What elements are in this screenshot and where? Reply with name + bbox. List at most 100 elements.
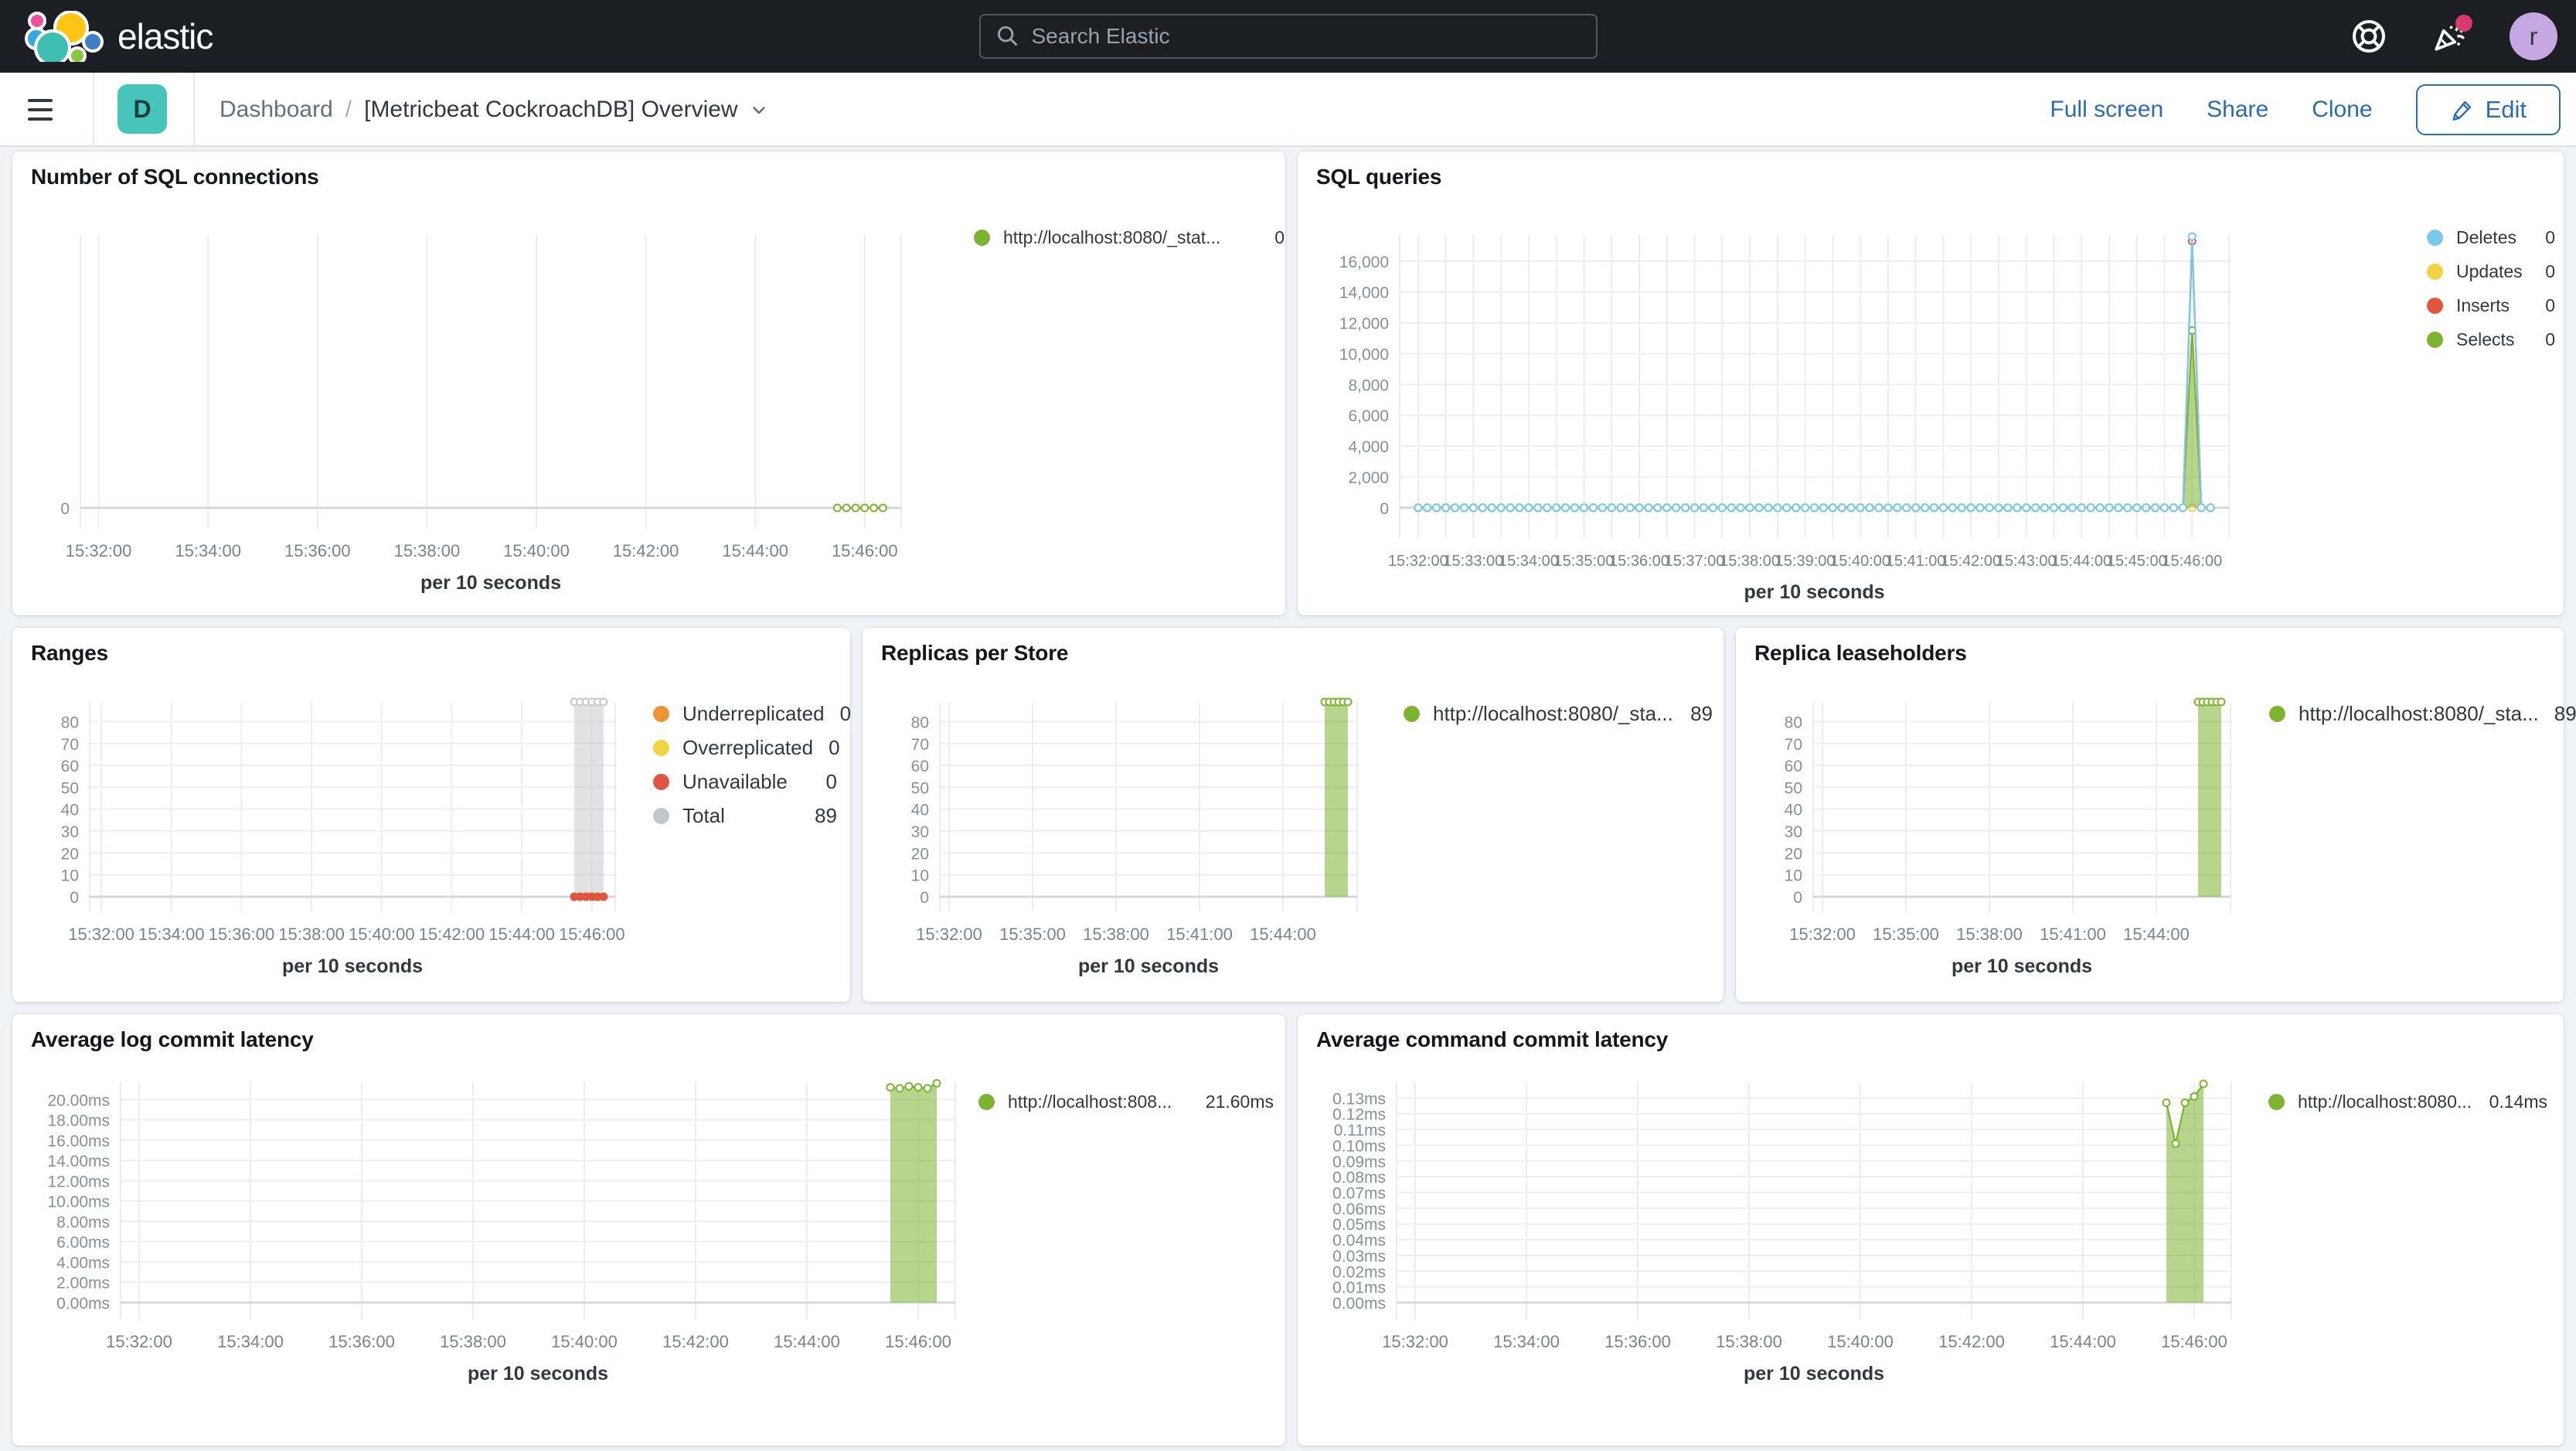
- svg-text:15:35:00: 15:35:00: [999, 925, 1066, 944]
- legend-item[interactable]: Underreplicated 0: [653, 701, 851, 725]
- svg-text:0.07ms: 0.07ms: [1332, 1185, 1386, 1203]
- svg-text:per 10 seconds: per 10 seconds: [420, 572, 561, 594]
- panel-title: SQL queries: [1316, 165, 1442, 189]
- legend-item[interactable]: http://localhost:8080/_sta... 89: [2269, 701, 2576, 725]
- svg-text:8.00ms: 8.00ms: [56, 1214, 110, 1231]
- legend-item[interactable]: http://localhost:8080... 0.14ms: [2268, 1090, 2547, 1113]
- chart-legend: http://localhost:808... 21.60ms: [978, 1090, 1274, 1124]
- legend-item[interactable]: Updates 0: [2427, 260, 2555, 283]
- svg-text:15:36:00: 15:36:00: [328, 1332, 395, 1351]
- svg-text:20.00ms: 20.00ms: [47, 1092, 110, 1109]
- legend-item[interactable]: http://localhost:8080/_stat... 0: [974, 226, 1285, 249]
- svg-text:15:46:00: 15:46:00: [885, 1332, 951, 1351]
- global-search[interactable]: [978, 14, 1598, 59]
- svg-text:0.02ms: 0.02ms: [1332, 1263, 1386, 1281]
- svg-text:0.03ms: 0.03ms: [1332, 1248, 1386, 1265]
- svg-text:15:32:00: 15:32:00: [916, 925, 982, 944]
- dashboard-grid: Number of SQL connections 0 15:32:00 15:34…: [0, 147, 2576, 1451]
- legend-item[interactable]: Deletes 0: [2427, 226, 2555, 249]
- legend-label: Updates: [2456, 261, 2523, 281]
- svg-text:0.00ms: 0.00ms: [1332, 1295, 1386, 1313]
- chart-sql-connections: 0 15:32:00 15:34:00 15:36:00 15:38:00 15:40:0…: [12, 152, 1285, 615]
- chart-ranges: 0 10 20 30 40 50 60 70 80 15:32:00 15:34:00 15:36:0…: [12, 628, 850, 1002]
- legend-item[interactable]: Selects 0: [2427, 328, 2555, 351]
- space-badge[interactable]: D: [117, 84, 167, 134]
- legend-series-dot: [1404, 705, 1420, 722]
- svg-text:15:38:00: 15:38:00: [440, 1332, 506, 1351]
- svg-text:15:38:00: 15:38:00: [1083, 925, 1149, 944]
- chart-canvas: 0 2,000 4,000 6,000 8,000 10,000 12,000 14,000 1…: [1339, 232, 2230, 603]
- legend-item[interactable]: http://localhost:808... 21.60ms: [978, 1090, 1274, 1113]
- legend-label: Unavailable: [682, 769, 788, 793]
- svg-text:per 10 seconds: per 10 seconds: [468, 1363, 608, 1385]
- legend-value: 0: [2545, 261, 2555, 281]
- breadcrumb-dashboard[interactable]: Dashboard: [219, 97, 333, 122]
- svg-text:50: 50: [61, 779, 79, 797]
- toolbar-divider: [193, 73, 195, 147]
- full-screen-button[interactable]: Full screen: [2050, 97, 2164, 122]
- svg-text:15:34:00: 15:34:00: [175, 541, 241, 560]
- share-button[interactable]: Share: [2207, 97, 2269, 122]
- svg-text:60: 60: [61, 758, 79, 775]
- legend-value: 0: [829, 735, 840, 759]
- legend-label: http://localhost:8080/_stat...: [1003, 227, 1221, 247]
- elastic-logo[interactable]: elastic: [23, 11, 213, 62]
- svg-text:15:36:00: 15:36:00: [209, 925, 275, 944]
- svg-text:per 10 seconds: per 10 seconds: [1744, 1363, 1884, 1385]
- edit-button[interactable]: Edit: [2415, 84, 2561, 135]
- panel-title: Average command commit latency: [1316, 1027, 1669, 1051]
- panel-sql-queries: SQL queries 0 2,000 4,000 6,000 8,000 10,000 1…: [1298, 152, 2564, 615]
- svg-text:0: 0: [60, 500, 70, 518]
- legend-value: 0.14ms: [2489, 1091, 2547, 1112]
- legend-label: Underreplicated: [682, 701, 825, 725]
- chart-canvas: 0 10 20 30 40 50 60 70 80 15:32:00 15:35:00 15:38:0…: [1785, 697, 2231, 977]
- svg-text:70: 70: [911, 736, 929, 754]
- user-avatar[interactable]: r: [2510, 12, 2557, 60]
- svg-text:0.11ms: 0.11ms: [1334, 1122, 1386, 1139]
- svg-text:15:46:00: 15:46:00: [559, 925, 625, 944]
- breadcrumb-separator: /: [345, 97, 352, 122]
- svg-text:18.00ms: 18.00ms: [47, 1112, 110, 1130]
- chart-canvas: 0.00ms 2.00ms 4.00ms 6.00ms 8.00ms 10.00ms 12.…: [47, 1078, 956, 1385]
- svg-text:15:44:00: 15:44:00: [2050, 1332, 2116, 1351]
- svg-text:15:42:00: 15:42:00: [662, 1332, 729, 1351]
- menu-button[interactable]: [28, 93, 54, 127]
- svg-text:15:37:00: 15:37:00: [1665, 553, 1725, 570]
- chart-avg-log-commit-latency: 0.00ms 2.00ms 4.00ms 6.00ms 8.00ms 10.00ms 12.…: [12, 1014, 1285, 1446]
- svg-text:40: 40: [911, 802, 929, 819]
- svg-text:14,000: 14,000: [1339, 284, 1389, 302]
- svg-text:15:38:00: 15:38:00: [1956, 925, 2023, 944]
- pencil-icon: [2452, 100, 2471, 121]
- search-input[interactable]: [1031, 24, 1582, 49]
- svg-text:15:34:00: 15:34:00: [1499, 553, 1559, 570]
- svg-text:10,000: 10,000: [1339, 346, 1389, 363]
- svg-text:15:32:00: 15:32:00: [66, 541, 132, 560]
- legend-label: http://localhost:8080/_sta...: [2299, 701, 2539, 725]
- newsfeed-button[interactable]: [2429, 15, 2472, 56]
- edit-button-label: Edit: [2485, 96, 2527, 123]
- svg-text:15:41:00: 15:41:00: [2040, 925, 2106, 944]
- legend-item[interactable]: Overreplicated 0: [653, 735, 840, 759]
- dashboard-toolbar: D Dashboard / [Metricbeat CockroachDB] O…: [0, 73, 2576, 147]
- chevron-down-icon[interactable]: [749, 100, 769, 120]
- clone-button[interactable]: Clone: [2312, 97, 2373, 122]
- toolbar-actions: Full screen Share Clone Edit: [2050, 73, 2561, 147]
- legend-item[interactable]: http://localhost:8080/_sta... 89: [1404, 702, 1713, 725]
- svg-text:15:32:00: 15:32:00: [1388, 553, 1448, 570]
- legend-item[interactable]: Total 89: [653, 804, 837, 827]
- chart-legend: Deletes 0 Updates 0 Inserts 0 Selects 0: [2427, 226, 2555, 362]
- svg-text:50: 50: [911, 779, 929, 797]
- svg-text:0.04ms: 0.04ms: [1332, 1232, 1386, 1250]
- legend-item[interactable]: Inserts 0: [2427, 294, 2555, 317]
- help-button[interactable]: [2349, 16, 2389, 56]
- svg-text:15:46:00: 15:46:00: [2162, 553, 2222, 570]
- legend-item[interactable]: Unavailable 0: [653, 770, 837, 793]
- elastic-logo-icon: [25, 11, 104, 62]
- svg-text:15:42:00: 15:42:00: [1941, 553, 2001, 570]
- header-actions: r: [2349, 0, 2557, 73]
- legend-label: Selects: [2456, 329, 2515, 349]
- legend-value: 21.60ms: [1205, 1091, 1274, 1112]
- svg-text:15:44:00: 15:44:00: [2123, 925, 2190, 944]
- legend-label: Total: [682, 803, 725, 827]
- svg-text:40: 40: [61, 802, 79, 819]
